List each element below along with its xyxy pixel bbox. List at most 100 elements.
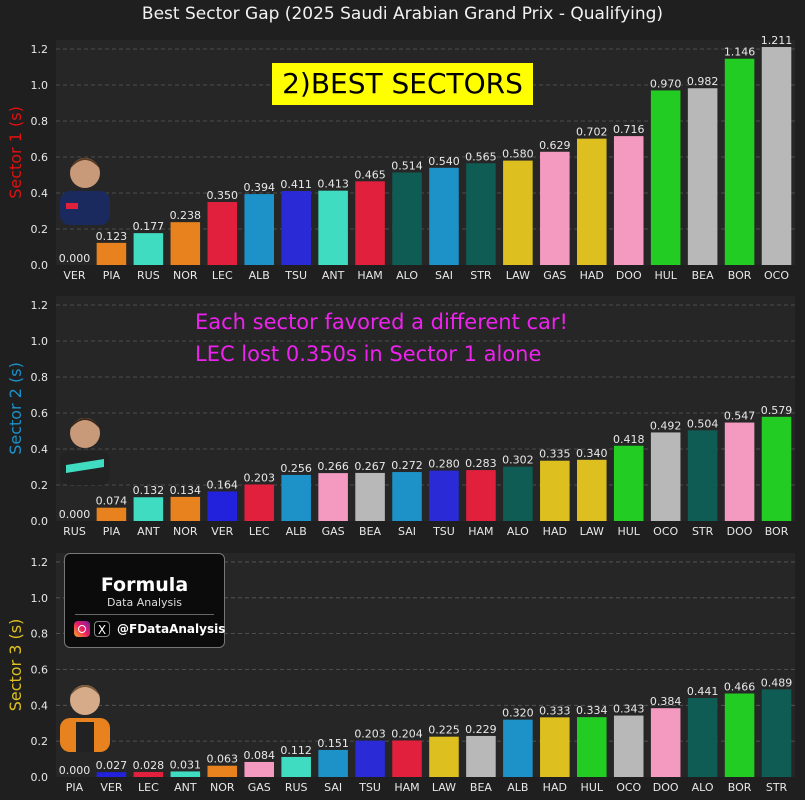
bar — [207, 202, 238, 265]
bar-value-label: 0.411 — [280, 178, 312, 191]
bar-value-label: 0.132 — [133, 484, 165, 497]
bar — [576, 717, 607, 777]
bar — [244, 194, 275, 265]
y-tick-label: 0.4 — [31, 187, 49, 200]
x-tick-label: GAS — [248, 781, 271, 794]
x-tick-label: NOR — [210, 781, 235, 794]
bar — [724, 693, 755, 777]
x-tick-label: TSU — [284, 269, 307, 282]
x-tick-label: HAD — [580, 269, 604, 282]
x-tick-label: LAW — [506, 269, 530, 282]
bar-value-label: 0.000 — [59, 508, 91, 521]
bar-value-label: 1.146 — [724, 46, 756, 59]
y-axis-label: Sector 2 (s) — [6, 362, 25, 455]
bar — [281, 756, 311, 777]
bar-value-label: 0.280 — [428, 458, 460, 471]
bar — [392, 740, 422, 777]
bar-value-label: 0.203 — [243, 471, 275, 484]
bar-value-label: 0.716 — [613, 123, 645, 136]
bar-value-label: 0.340 — [576, 447, 608, 460]
y-tick-label: 0.6 — [31, 151, 49, 164]
bar-value-label: 0.283 — [465, 457, 497, 470]
x-tick-label: BOR — [728, 269, 752, 282]
x-tick-label: SAI — [435, 269, 453, 282]
driver-avatar-sector-2 — [60, 418, 110, 485]
bar — [613, 445, 644, 521]
bar-value-label: 0.466 — [724, 680, 756, 693]
bar — [318, 190, 348, 265]
bar — [540, 151, 570, 265]
x-tick-label: LEC — [138, 781, 159, 794]
y-tick-label: 1.2 — [31, 299, 49, 312]
bar — [355, 740, 385, 777]
bar-value-label: 0.343 — [613, 703, 645, 716]
x-tick-label: STR — [470, 269, 492, 282]
annotation-line-2: LEC lost 0.350s in Sector 1 alone — [195, 342, 542, 366]
bar — [724, 422, 755, 521]
x-tick-label: ALO — [507, 525, 529, 538]
brand-subtitle: Data Analysis — [106, 596, 183, 609]
x-tick-label: PIA — [103, 525, 121, 538]
bar-value-label: 0.320 — [502, 707, 534, 720]
bar-value-label: 0.580 — [502, 148, 534, 161]
bar — [466, 163, 496, 265]
bar-value-label: 0.031 — [170, 758, 202, 771]
bar — [355, 472, 385, 521]
y-tick-label: 0.2 — [31, 735, 49, 748]
social-handle: @FDataAnalysis — [117, 622, 226, 636]
x-tick-label: HAD — [543, 781, 567, 794]
bar-value-label: 0.203 — [354, 728, 386, 741]
bar-value-label: 0.302 — [502, 454, 534, 467]
bar — [281, 191, 311, 265]
logo-divider — [75, 614, 214, 615]
bar-value-label: 0.074 — [96, 495, 128, 508]
best-sectors-banner: 2)BEST SECTORS — [272, 63, 533, 105]
y-tick-label: 0.8 — [31, 628, 49, 641]
bar — [170, 222, 201, 265]
chart-title: Best Sector Gap (2025 Saudi Arabian Gran… — [141, 4, 664, 24]
y-tick-label: 0.0 — [31, 259, 49, 272]
x-tick-label: OCO — [653, 525, 678, 538]
x-tick-label: BEA — [359, 525, 381, 538]
bar — [133, 233, 164, 265]
bar-value-label: 0.547 — [724, 410, 756, 423]
bar-value-label: 0.418 — [613, 433, 645, 446]
x-tick-label: NOR — [173, 269, 198, 282]
bar-value-label: 0.063 — [207, 753, 239, 766]
x-tick-label: TSU — [358, 781, 381, 794]
x-tick-label: GAS — [543, 269, 566, 282]
bar-value-label: 0.335 — [539, 448, 571, 461]
y-tick-label: 0.4 — [31, 443, 49, 456]
bar — [503, 719, 533, 777]
x-tick-label: ALO — [396, 269, 418, 282]
x-tick-label: SAI — [324, 781, 342, 794]
bar-value-label: 0.334 — [576, 704, 608, 717]
bar-value-label: 0.441 — [687, 685, 719, 698]
y-tick-label: 0.8 — [31, 371, 49, 384]
bar — [429, 167, 459, 265]
bar — [207, 491, 238, 521]
bar — [429, 736, 459, 777]
x-tick-label: NOR — [173, 525, 198, 538]
x-tick-label: ANT — [137, 525, 160, 538]
y-tick-label: 1.0 — [31, 79, 49, 92]
bar — [761, 47, 792, 265]
y-axis-label: Sector 3 (s) — [6, 619, 25, 712]
x-tick-label: LEC — [249, 525, 270, 538]
x-tick-label: BOR — [765, 525, 789, 538]
bar-value-label: 0.629 — [539, 139, 571, 152]
bar-value-label: 0.579 — [761, 404, 793, 417]
y-tick-label: 1.2 — [31, 43, 49, 56]
y-tick-label: 0.6 — [31, 407, 49, 420]
bar-value-label: 0.333 — [539, 704, 571, 717]
bar — [281, 474, 311, 521]
bar — [650, 432, 681, 521]
bar-value-label: 0.489 — [761, 676, 793, 689]
bar — [687, 88, 718, 266]
x-tick-label: RUS — [137, 269, 160, 282]
x-tick-label: ALB — [249, 269, 270, 282]
brand-name: Formula — [100, 574, 189, 596]
annotation-line-1: Each sector favored a different car! — [195, 310, 568, 334]
bar-value-label: 0.514 — [391, 159, 423, 172]
bar-value-label: 0.413 — [317, 178, 349, 191]
